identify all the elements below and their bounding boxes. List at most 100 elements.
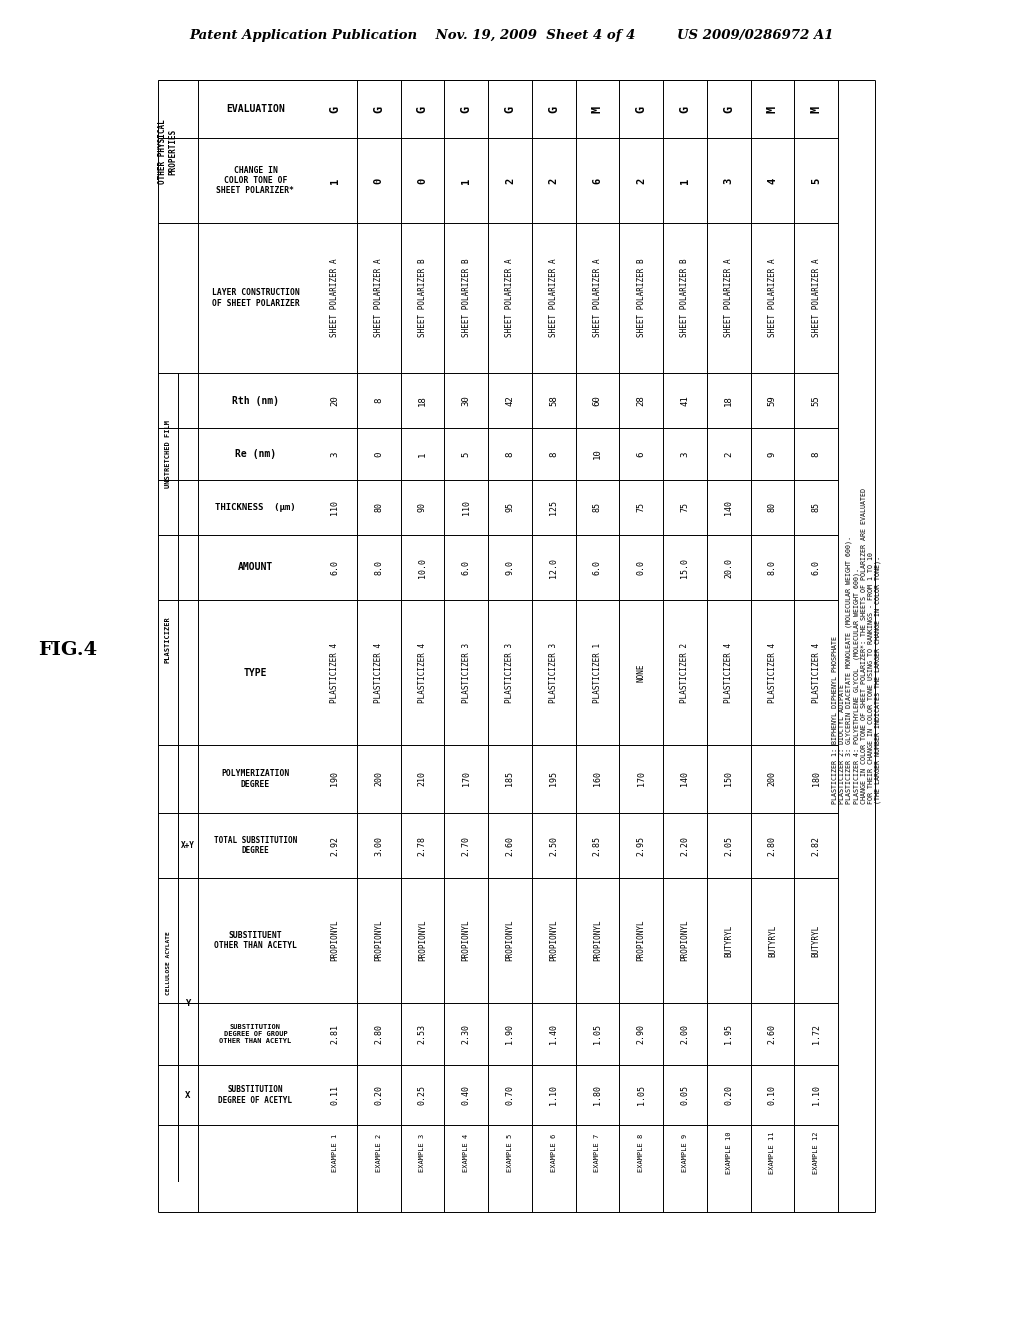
Text: 8: 8 [812, 451, 820, 457]
Text: SHEET POLARIZER A: SHEET POLARIZER A [812, 259, 820, 338]
Text: Re (nm): Re (nm) [234, 449, 276, 459]
Text: 0.20: 0.20 [724, 1085, 733, 1105]
Text: UNSTRETCHED FILM: UNSTRETCHED FILM [165, 420, 171, 488]
Text: PROPIONYL: PROPIONYL [331, 920, 339, 961]
Text: Rth (nm): Rth (nm) [232, 396, 279, 405]
Text: EXAMPLE 1: EXAMPLE 1 [332, 1134, 338, 1172]
Text: 20.0: 20.0 [724, 557, 733, 578]
Text: 90: 90 [418, 503, 427, 512]
Text: 0.0: 0.0 [637, 560, 645, 576]
Text: 75: 75 [680, 503, 689, 512]
Text: 12.0: 12.0 [549, 557, 558, 578]
Text: 2.92: 2.92 [331, 836, 339, 855]
Text: 2.50: 2.50 [549, 836, 558, 855]
Text: 6.0: 6.0 [462, 560, 471, 576]
Text: 6.0: 6.0 [593, 560, 602, 576]
Text: SHEET POLARIZER A: SHEET POLARIZER A [549, 259, 558, 338]
Text: LAYER CONSTRUCTION
OF SHEET POLARIZER: LAYER CONSTRUCTION OF SHEET POLARIZER [212, 288, 299, 308]
Text: X+Y: X+Y [181, 841, 195, 850]
Text: 2.70: 2.70 [462, 836, 471, 855]
Text: EXAMPLE 5: EXAMPLE 5 [507, 1134, 513, 1172]
Text: 18: 18 [418, 395, 427, 405]
Text: 30: 30 [462, 395, 471, 405]
Text: PLASTICIZER 1: PLASTICIZER 1 [593, 643, 602, 702]
Text: PROPIONYL: PROPIONYL [374, 920, 383, 961]
Text: 5: 5 [811, 177, 821, 183]
Text: 8.0: 8.0 [768, 560, 777, 576]
Text: 6: 6 [592, 177, 602, 183]
Text: SHEET POLARIZER B: SHEET POLARIZER B [462, 259, 471, 338]
Text: 2.60: 2.60 [506, 836, 514, 855]
Text: 3: 3 [724, 177, 733, 183]
Text: G: G [678, 106, 691, 112]
Text: EXAMPLE 9: EXAMPLE 9 [682, 1134, 688, 1172]
Text: CHANGE IN
COLOR TONE OF
SHEET POLARIZER*: CHANGE IN COLOR TONE OF SHEET POLARIZER* [216, 165, 295, 195]
Text: 180: 180 [812, 771, 820, 787]
Text: EXAMPLE 10: EXAMPLE 10 [726, 1131, 731, 1175]
Text: 80: 80 [768, 503, 777, 512]
Text: 2: 2 [505, 177, 515, 183]
Text: 10: 10 [593, 449, 602, 459]
Text: SUBSTITUTION
DEGREE OF GROUP
OTHER THAN ACETYL: SUBSTITUTION DEGREE OF GROUP OTHER THAN … [219, 1024, 292, 1044]
Text: EVALUATION: EVALUATION [226, 104, 285, 114]
Text: EXAMPLE 11: EXAMPLE 11 [769, 1131, 775, 1175]
Text: SHEET POLARIZER B: SHEET POLARIZER B [637, 259, 645, 338]
Text: PROPIONYL: PROPIONYL [593, 920, 602, 961]
Text: SHEET POLARIZER A: SHEET POLARIZER A [768, 259, 777, 338]
Text: AMOUNT: AMOUNT [238, 562, 273, 573]
Text: 55: 55 [812, 395, 820, 405]
Text: G: G [635, 106, 647, 112]
Text: 0: 0 [374, 451, 383, 457]
Text: 28: 28 [637, 395, 645, 405]
Text: 75: 75 [637, 503, 645, 512]
Text: 2.05: 2.05 [724, 836, 733, 855]
Text: 140: 140 [724, 500, 733, 515]
Text: G: G [460, 106, 473, 112]
Text: 1.80: 1.80 [593, 1085, 602, 1105]
Text: 2.85: 2.85 [593, 836, 602, 855]
Text: PROPIONYL: PROPIONYL [418, 920, 427, 961]
Text: 0.11: 0.11 [331, 1085, 339, 1105]
Text: 2: 2 [636, 177, 646, 183]
Text: 18: 18 [724, 395, 733, 405]
Text: 9.0: 9.0 [506, 560, 514, 576]
Text: M: M [810, 106, 822, 112]
Text: 2.80: 2.80 [768, 836, 777, 855]
Text: 0.25: 0.25 [418, 1085, 427, 1105]
Text: 1.05: 1.05 [637, 1085, 645, 1105]
Text: 0.10: 0.10 [768, 1085, 777, 1105]
Text: SHEET POLARIZER A: SHEET POLARIZER A [724, 259, 733, 338]
Text: PLASTICIZER 1: BIPHENYL DIPHENYL PHOSPHATE
PLASTICIZER 2: DIOCTYL ADIPATE
PLASTI: PLASTICIZER 1: BIPHENYL DIPHENYL PHOSPHA… [831, 488, 882, 804]
Text: PLASTICIZER 4: PLASTICIZER 4 [418, 643, 427, 702]
Text: 190: 190 [331, 771, 339, 787]
Text: 6.0: 6.0 [331, 560, 339, 576]
Text: PROPIONYL: PROPIONYL [549, 920, 558, 961]
Text: PLASTICIZER 3: PLASTICIZER 3 [549, 643, 558, 702]
Text: NONE: NONE [637, 663, 645, 681]
Text: 1.10: 1.10 [812, 1085, 820, 1105]
Text: 42: 42 [506, 395, 514, 405]
Text: G: G [372, 106, 385, 112]
Text: SHEET POLARIZER A: SHEET POLARIZER A [593, 259, 602, 338]
Text: 8: 8 [549, 451, 558, 457]
Text: 200: 200 [768, 771, 777, 787]
Text: PLASTICIZER 3: PLASTICIZER 3 [506, 643, 514, 702]
Text: FIG.4: FIG.4 [39, 642, 97, 659]
Text: EXAMPLE 2: EXAMPLE 2 [376, 1134, 382, 1172]
Text: 2.60: 2.60 [768, 1024, 777, 1044]
Text: CELLULOSE ACYLATE: CELLULOSE ACYLATE [166, 931, 171, 995]
Text: M: M [591, 106, 604, 112]
Text: 2.80: 2.80 [374, 1024, 383, 1044]
Text: PLASTICIZER 3: PLASTICIZER 3 [462, 643, 471, 702]
Text: SUBSTITUENT
OTHER THAN ACETYL: SUBSTITUENT OTHER THAN ACETYL [214, 931, 297, 950]
Text: THICKNESS  (μm): THICKNESS (μm) [215, 503, 296, 512]
Text: PLASTICIZER 4: PLASTICIZER 4 [768, 643, 777, 702]
Text: 2.30: 2.30 [462, 1024, 471, 1044]
Text: 2.78: 2.78 [418, 836, 427, 855]
Text: SHEET POLARIZER B: SHEET POLARIZER B [680, 259, 689, 338]
Text: TYPE: TYPE [244, 668, 267, 677]
Text: 85: 85 [812, 503, 820, 512]
Text: 1: 1 [680, 177, 690, 183]
Text: 0: 0 [418, 177, 427, 183]
Text: 2.53: 2.53 [418, 1024, 427, 1044]
